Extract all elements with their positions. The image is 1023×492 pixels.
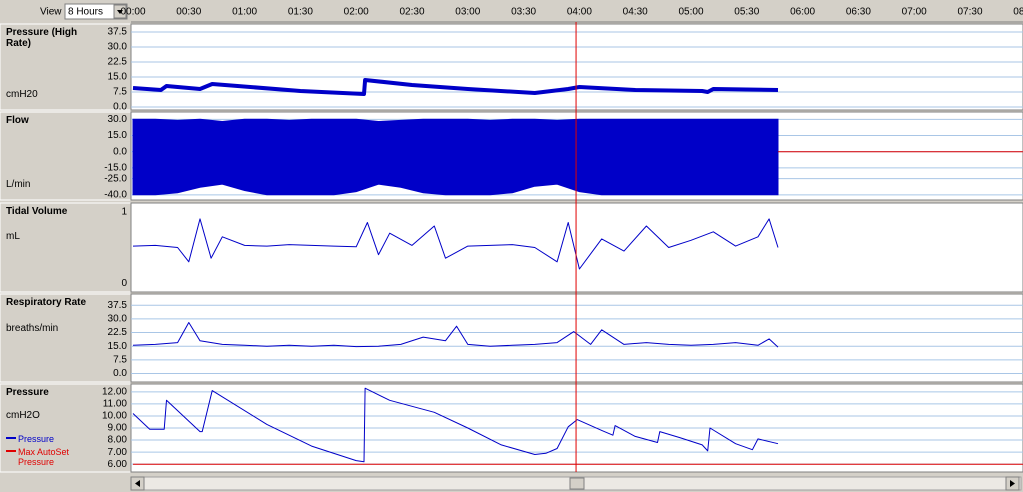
time-tick-label: 01:00 <box>232 7 257 18</box>
view-label: View <box>40 7 62 18</box>
panel-title: Tidal Volume <box>6 206 68 217</box>
panel-title: Respiratory Rate <box>6 297 87 308</box>
label-panel <box>0 202 132 293</box>
scroll-thumb[interactable] <box>569 477 585 490</box>
time-tick-label: 06:00 <box>790 7 815 18</box>
scroll-left-arrow <box>135 480 140 487</box>
panel-title: Pressure (High Rate) <box>6 27 78 49</box>
panel-title: Flow <box>6 115 29 126</box>
label-panel <box>0 293 132 383</box>
y-tick-label: 0.0 <box>113 368 127 379</box>
y-tick-label: 22.5 <box>108 57 128 68</box>
time-tick-label: 03:00 <box>455 7 480 18</box>
y-tick-label: 15.0 <box>108 341 128 352</box>
time-tick-label: 02:00 <box>344 7 369 18</box>
data-line <box>132 387 779 463</box>
time-tick-label: 02:30 <box>399 7 424 18</box>
time-tick-label: 07:00 <box>902 7 927 18</box>
plot-background <box>130 202 1023 293</box>
panel-unit: L/min <box>6 178 31 190</box>
y-tick-label: -25.0 <box>104 173 127 184</box>
y-tick-label: 0 <box>121 278 127 289</box>
y-tick-label: 30.0 <box>108 114 128 125</box>
range-dropdown[interactable] <box>64 3 128 20</box>
time-tick-label: 07:30 <box>957 7 982 18</box>
panel-unit: mL <box>6 231 20 243</box>
y-tick-label: 0.0 <box>113 102 127 113</box>
y-tick-label: 37.5 <box>108 300 128 311</box>
y-tick-label: 15.0 <box>108 130 128 141</box>
y-tick-label: -15.0 <box>104 163 127 174</box>
time-tick-label: 03:30 <box>511 7 536 18</box>
plot-background <box>130 23 1023 111</box>
plot-background <box>130 293 1023 383</box>
data-line <box>132 78 779 96</box>
label-panel <box>0 23 132 111</box>
legend-label: Max AutoSet Pressure <box>18 447 70 467</box>
y-tick-label: 22.5 <box>108 327 128 338</box>
range-value: 8 Hours <box>68 7 103 18</box>
y-tick-label: 7.5 <box>113 87 127 98</box>
y-tick-label: 10.00 <box>102 411 127 422</box>
time-tick-label: 01:30 <box>288 7 313 18</box>
scroll-right-arrow <box>1010 480 1015 487</box>
y-tick-label: 6.00 <box>108 459 128 470</box>
y-tick-label: 11.00 <box>103 399 128 410</box>
panel-unit: breaths/min <box>6 323 59 335</box>
y-tick-label: 1 <box>121 206 127 217</box>
y-tick-label: 7.00 <box>108 447 128 458</box>
data-line <box>132 322 779 348</box>
y-tick-label: 15.0 <box>108 72 128 83</box>
y-tick-label: 9.00 <box>108 423 128 434</box>
y-tick-label: 7.5 <box>113 355 127 366</box>
time-tick-label: 06:30 <box>846 7 871 18</box>
time-tick-label: 00:00 <box>120 7 145 18</box>
y-tick-label: 30.0 <box>108 314 128 325</box>
time-tick-label: 05:30 <box>734 7 759 18</box>
panel-title: Pressure <box>6 387 49 398</box>
panel-unit: cmH2O <box>6 410 40 421</box>
label-panel <box>0 383 132 473</box>
time-tick-label: 05:00 <box>678 7 703 18</box>
dropdown-arrow <box>117 10 123 14</box>
legend-label: Pressure <box>18 434 55 444</box>
y-tick-label: -40.0 <box>104 189 127 200</box>
time-tick-label: 08:00 <box>1013 7 1023 18</box>
y-tick-label: 12.00 <box>102 386 127 397</box>
time-tick-label: 04:00 <box>567 7 592 18</box>
y-tick-label: 0.0 <box>113 146 127 157</box>
time-tick-label: 00:30 <box>176 7 201 18</box>
data-line <box>132 218 779 270</box>
panel-unit: cmH20 <box>6 89 38 101</box>
y-tick-label: 30.0 <box>108 42 128 53</box>
y-tick-label: 8.00 <box>108 435 128 446</box>
toolbar <box>0 0 1023 22</box>
y-tick-label: 37.5 <box>108 27 128 38</box>
time-tick-label: 04:30 <box>623 7 648 18</box>
flow-band <box>132 118 779 196</box>
